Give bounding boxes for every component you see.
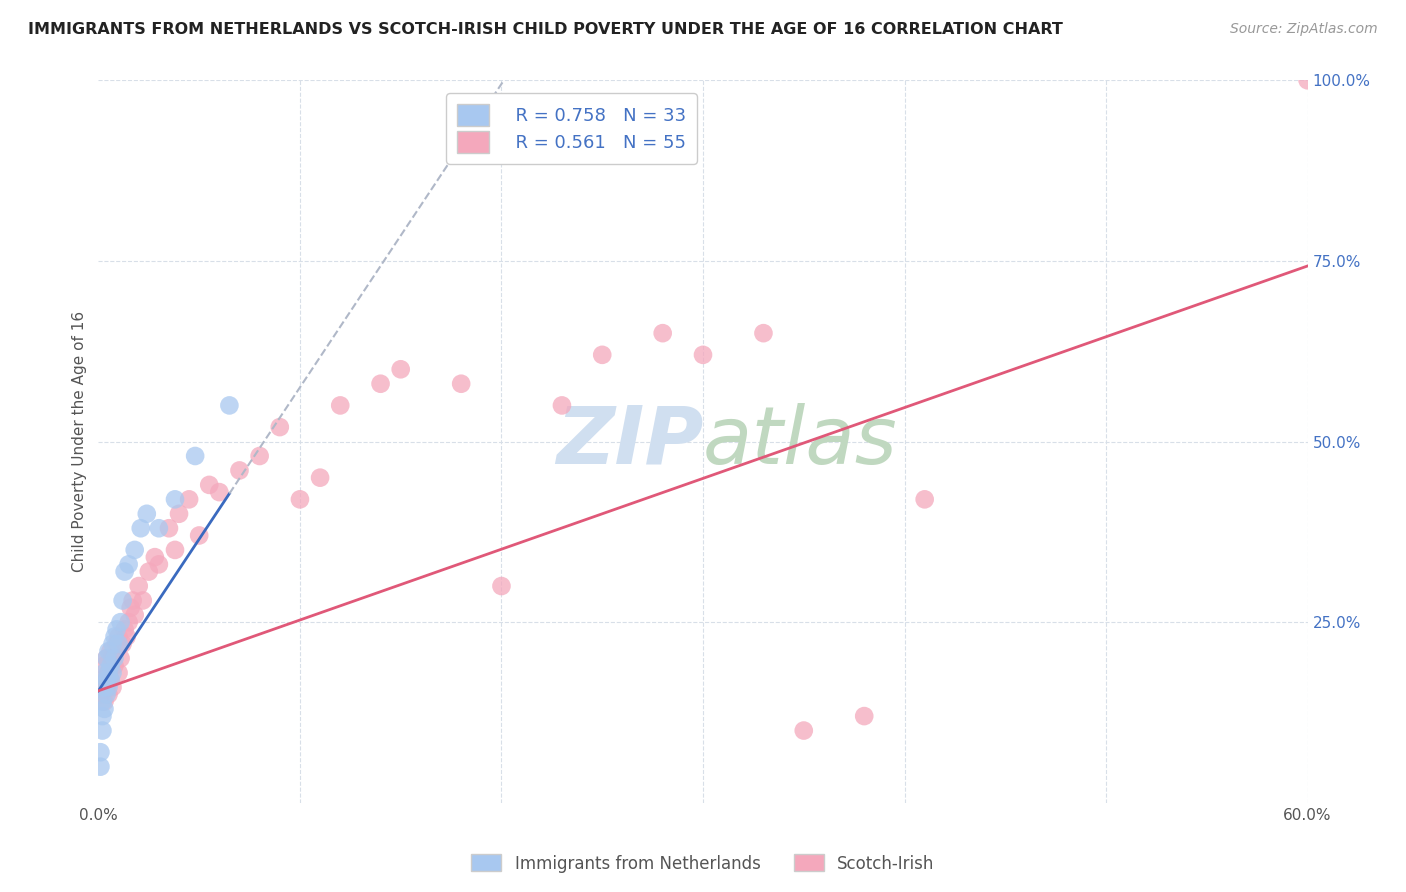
Point [100, 673, 122, 687]
Point [124, 607, 146, 622]
Point [138, 565, 160, 579]
Legend: Immigrants from Netherlands, Scotch-Irish: Immigrants from Netherlands, Scotch-Iris… [465, 847, 941, 880]
Point [96, 680, 118, 694]
Point [491, 579, 513, 593]
Point [96, 673, 118, 687]
Point [198, 478, 221, 492]
Text: ZIP: ZIP [555, 402, 703, 481]
Point [93, 658, 115, 673]
Point [97, 665, 120, 680]
Point [93, 702, 115, 716]
Point [97, 665, 120, 680]
Point [752, 326, 775, 340]
Point [591, 348, 613, 362]
Point [143, 550, 166, 565]
Point [101, 680, 124, 694]
Point [103, 651, 125, 665]
Point [100, 644, 122, 658]
Y-axis label: Child Poverty Under the Age of 16: Child Poverty Under the Age of 16 [72, 311, 87, 572]
Point [96, 651, 118, 665]
Point [105, 637, 128, 651]
Point [551, 398, 574, 412]
Point [103, 658, 125, 673]
Point [853, 709, 876, 723]
Point [91, 709, 114, 723]
Point [309, 470, 332, 484]
Point [179, 492, 201, 507]
Point [110, 615, 132, 630]
Point [389, 362, 412, 376]
Point [101, 637, 124, 651]
Point [118, 615, 141, 630]
Point [135, 507, 157, 521]
Point [111, 593, 134, 607]
Point [218, 398, 240, 412]
Point [269, 420, 291, 434]
Point [96, 687, 118, 701]
Point [107, 637, 129, 651]
Point [148, 521, 170, 535]
Text: IMMIGRANTS FROM NETHERLANDS VS SCOTCH-IRISH CHILD POVERTY UNDER THE AGE OF 16 CO: IMMIGRANTS FROM NETHERLANDS VS SCOTCH-IR… [28, 22, 1063, 37]
Point [91, 723, 114, 738]
Point [107, 630, 129, 644]
Point [208, 485, 231, 500]
Point [89, 745, 111, 759]
Point [114, 623, 136, 637]
Point [96, 651, 118, 665]
Point [100, 658, 122, 673]
Point [914, 492, 936, 507]
Point [97, 687, 120, 701]
Point [97, 680, 120, 694]
Point [370, 376, 392, 391]
Point [89, 687, 111, 701]
Point [120, 600, 142, 615]
Point [89, 760, 111, 774]
Point [128, 579, 150, 593]
Point [167, 507, 190, 521]
Point [101, 665, 124, 680]
Point [129, 521, 152, 535]
Point [124, 542, 146, 557]
Point [105, 623, 128, 637]
Point [692, 348, 714, 362]
Point [110, 651, 132, 665]
Point [793, 723, 815, 738]
Point [157, 521, 180, 535]
Point [101, 651, 124, 665]
Point [249, 449, 271, 463]
Point [163, 542, 186, 557]
Point [107, 665, 129, 680]
Point [132, 593, 155, 607]
Text: atlas: atlas [703, 402, 898, 481]
Point [93, 665, 115, 680]
Point [1296, 73, 1319, 87]
Point [93, 680, 115, 694]
Point [329, 398, 352, 412]
Point [111, 637, 134, 651]
Point [97, 644, 120, 658]
Point [651, 326, 673, 340]
Point [114, 565, 136, 579]
Point [91, 673, 114, 687]
Point [450, 376, 472, 391]
Point [148, 558, 170, 572]
Point [184, 449, 207, 463]
Point [121, 593, 143, 607]
Text: Source: ZipAtlas.com: Source: ZipAtlas.com [1230, 22, 1378, 37]
Legend:   R = 0.758   N = 33,   R = 0.561   N = 55: R = 0.758 N = 33, R = 0.561 N = 55 [446, 93, 697, 164]
Point [115, 630, 138, 644]
Point [288, 492, 311, 507]
Point [91, 695, 114, 709]
Point [118, 558, 141, 572]
Point [163, 492, 186, 507]
Point [188, 528, 211, 542]
Point [228, 463, 250, 477]
Point [93, 695, 115, 709]
Point [103, 630, 125, 644]
Point [100, 673, 122, 687]
